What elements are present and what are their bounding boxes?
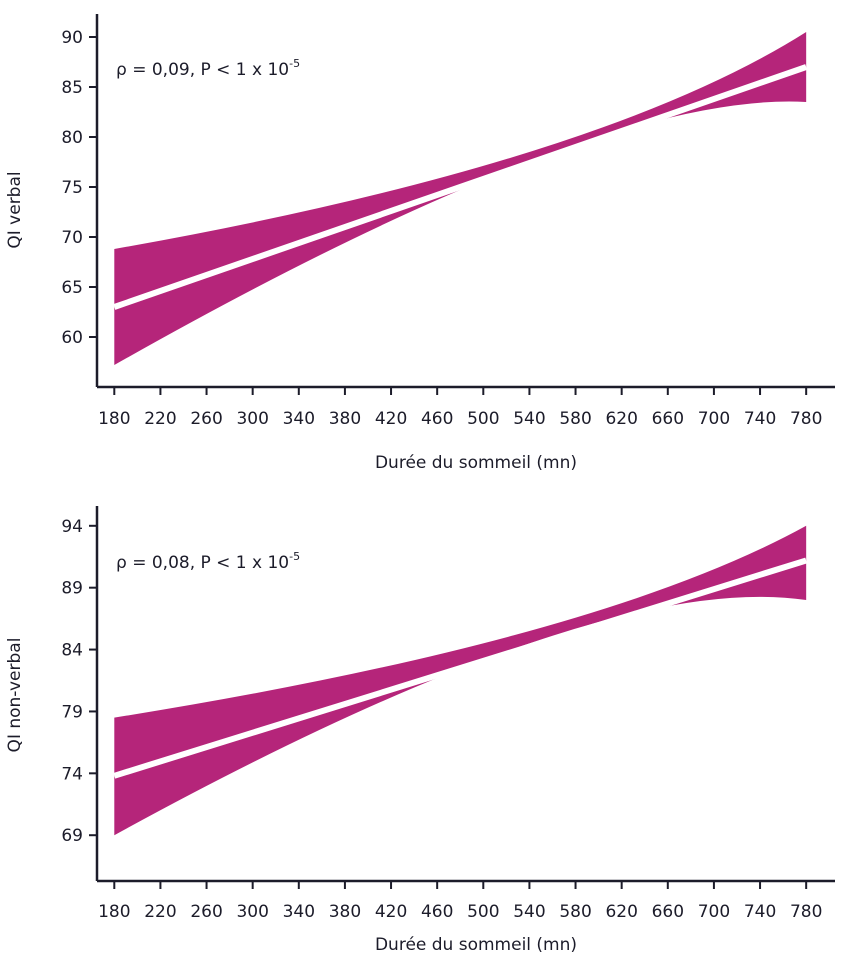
x-tick-label: 420 [375,409,407,429]
y-tick-label: 80 [61,128,83,148]
x-tick-label: 260 [190,902,222,922]
y-tick-label: 75 [61,178,83,198]
x-tick-label: 620 [605,409,637,429]
confidence-band [114,32,807,365]
x-tick-label: 180 [98,409,130,429]
x-tick-label: 740 [744,902,776,922]
x-tick-label: 540 [513,902,545,922]
x-tick-label: 340 [283,902,315,922]
chart-qi-non-verbal-svg: 69 74 79 84 89 94 180 220 260 300 340 380 420 460 500 5… [5,506,835,955]
x-tick-label: 580 [559,902,591,922]
x-tick-label: 700 [698,409,730,429]
y-tick-label: 89 [61,579,83,599]
y-tick-label: 74 [61,764,83,784]
x-axis-title: Durée du sommeil (mn) [375,453,577,473]
x-tick-label: 580 [559,409,591,429]
x-tick-label: 460 [421,409,453,429]
chart-qi-verbal-svg: 60 65 70 75 80 85 90 180 220 260 300 340 380 420 460 50… [5,14,835,473]
x-tick-label: 660 [652,902,684,922]
x-tick-label: 180 [98,902,130,922]
fit-line [113,557,808,779]
x-tick-label: 700 [698,902,730,922]
stat-annotation-main: ρ = 0,08, P < 1 x 10 [116,553,289,573]
x-tick-label: 300 [236,902,268,922]
y-tick-label: 79 [61,702,83,722]
y-axis-title: QI non-verbal [5,638,25,753]
x-tick-label: 780 [790,409,822,429]
confidence-band [114,525,807,836]
y-tick-label: 90 [61,28,83,48]
y-tick-label: 94 [61,517,83,537]
x-tick-label: 260 [190,409,222,429]
chart-qi-non-verbal: 69 74 79 84 89 94 180 220 260 300 340 380 420 460 500 5… [0,480,863,965]
x-tick-label: 340 [283,409,315,429]
x-tick-label: 540 [513,409,545,429]
y-tick-label: 69 [61,826,83,846]
x-tick-label: 460 [421,902,453,922]
x-tick-label: 780 [790,902,822,922]
fit-line [113,64,808,310]
y-tick-label: 85 [61,78,83,98]
x-tick-label: 500 [467,409,499,429]
x-tick-label: 380 [329,409,361,429]
x-tick-label: 620 [605,902,637,922]
stat-annotation: ρ = 0,09, P < 1 x 10-5 [116,57,300,80]
stat-annotation: ρ = 0,08, P < 1 x 10-5 [116,550,300,573]
y-tick-label: 65 [61,278,83,298]
stat-annotation-exponent: -5 [289,550,300,563]
x-tick-label: 660 [652,409,684,429]
x-tick-label: 300 [236,409,268,429]
x-tick-label: 500 [467,902,499,922]
x-axis-title: Durée du sommeil (mn) [375,935,577,955]
x-tick-label: 740 [744,409,776,429]
y-tick-label: 70 [61,228,83,248]
x-tick-label: 420 [375,902,407,922]
stat-annotation-exponent: -5 [289,57,300,70]
chart-qi-verbal: 60 65 70 75 80 85 90 180 220 260 300 340 380 420 460 50… [0,0,863,480]
x-tick-label: 380 [329,902,361,922]
x-tick-label: 220 [144,409,176,429]
x-tick-label: 220 [144,902,176,922]
y-tick-label: 60 [61,328,83,348]
y-tick-label: 84 [61,641,83,661]
y-axis-title: QI verbal [5,171,25,248]
stat-annotation-main: ρ = 0,09, P < 1 x 10 [116,60,289,80]
